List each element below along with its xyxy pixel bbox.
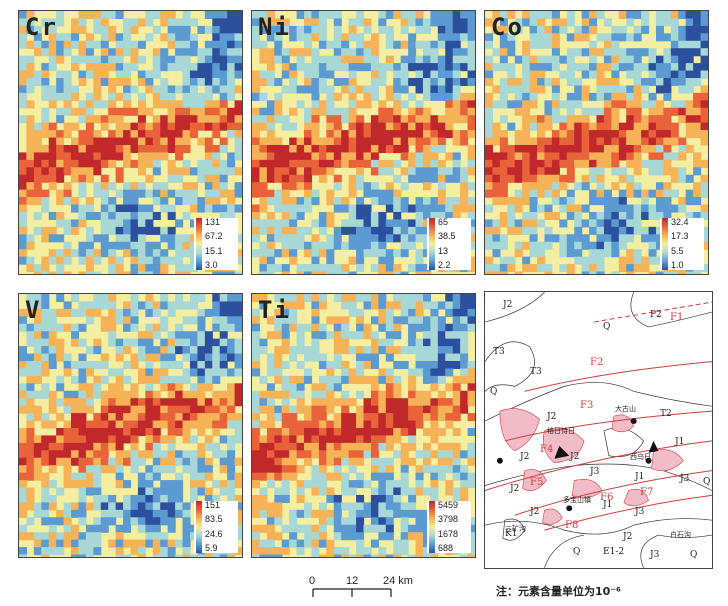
unit-label: J2 — [530, 507, 540, 517]
legend-value: 17.3 — [671, 231, 689, 241]
unit-label: J3 — [635, 507, 645, 517]
place-label: 大古山 — [615, 405, 636, 413]
geological-map: J2 Q P2 T3 T3 Q J2 T2 J1 J2 J2 J3 J1 J2 … — [484, 291, 713, 569]
color-legend: 65 38.5 13 2.2 — [427, 218, 471, 270]
place-label: 格日侍日 — [547, 427, 575, 435]
map-panel-ni: Ni 65 38.5 13 2.2 — [251, 10, 476, 275]
unit-label: J1 — [603, 500, 613, 510]
unit-label: J2 — [547, 412, 557, 422]
element-label: Ni — [258, 13, 291, 41]
place-label: 西乌日 — [630, 453, 651, 461]
unit-label: P2 — [650, 310, 662, 320]
unit-label: J1 — [675, 437, 685, 447]
legend-color-bar — [662, 218, 668, 270]
unit-label: J2 — [510, 484, 520, 494]
map-panel-v: V 151 83.5 24.6 5.9 — [18, 293, 243, 558]
unit-label: T3 — [493, 347, 505, 357]
fault-label: F3 — [580, 400, 594, 411]
unit-label: J1 — [635, 472, 645, 482]
legend-value: 688 — [438, 543, 454, 553]
unit-label: J3 — [590, 467, 600, 477]
unit-label: Q — [690, 550, 698, 560]
map-panel-ti: Ti 5459 3798 1678 688 — [251, 293, 476, 558]
fault-label: F1 — [670, 312, 684, 323]
color-legend: 32.4 17.3 5.5 1.0 — [660, 218, 704, 270]
unit-label: Q — [573, 547, 581, 557]
legend-color-bar — [429, 218, 435, 270]
color-legend: 5459 3798 1678 688 — [427, 501, 471, 553]
legend-value: 13 — [438, 246, 449, 256]
map-panel-cr: Cr 131 67.2 15.1 3.0 — [18, 10, 243, 275]
unit-label: K1 — [505, 529, 518, 539]
legend-color-bar — [196, 501, 202, 553]
place-label: 白石沟 — [670, 531, 691, 539]
ni-anomaly-map — [252, 11, 475, 274]
fault-label: F5 — [530, 477, 544, 488]
fault-label: F8 — [565, 520, 579, 531]
element-label: Ti — [258, 296, 291, 324]
scale-bar-graphic — [312, 588, 392, 597]
fault-label: F4 — [540, 444, 554, 455]
place-label: 多宝山镇 — [563, 496, 591, 504]
scale-tick-label: 24 km — [383, 575, 413, 587]
unit-label: T2 — [660, 409, 672, 419]
legend-value: 38.5 — [438, 231, 456, 241]
legend-value: 24.6 — [205, 529, 223, 539]
unit-label: Q — [490, 387, 498, 397]
unit-label: J2 — [520, 452, 530, 462]
element-label: Co — [491, 13, 524, 41]
v-anomaly-map — [19, 294, 242, 557]
legend-value: 131 — [205, 217, 221, 227]
map-panel-co: Co 32.4 17.3 5.5 1.0 — [484, 10, 709, 275]
unit-label: J2 — [503, 300, 513, 310]
unit-note: 注：元素含量单位为10⁻⁶ — [496, 585, 621, 598]
legend-value: 65 — [438, 217, 449, 227]
color-legend: 151 83.5 24.6 5.9 — [194, 501, 238, 553]
legend-value: 1.0 — [671, 260, 684, 270]
legend-color-bar — [429, 501, 435, 553]
unit-label: J3 — [680, 474, 690, 484]
scale-tick-label: 0 — [309, 575, 316, 587]
legend-value: 5459 — [438, 500, 459, 510]
unit-label: T3 — [530, 367, 542, 377]
fault-label: F2 — [590, 357, 604, 368]
legend-value: 151 — [205, 500, 221, 510]
fault-label: F7 — [640, 487, 654, 498]
unit-label: J3 — [650, 550, 660, 560]
unit-label: Q — [703, 477, 711, 487]
unit-label: E1-2 — [603, 547, 625, 557]
legend-color-bar — [196, 218, 202, 270]
element-label: V — [25, 296, 42, 324]
unit-label: Q — [603, 322, 611, 332]
legend-value: 5.5 — [671, 246, 684, 256]
legend-value: 5.9 — [205, 543, 218, 553]
legend-value: 83.5 — [205, 514, 223, 524]
legend-value: 2.2 — [438, 260, 451, 270]
legend-value: 67.2 — [205, 231, 223, 241]
geology-linework — [485, 292, 712, 568]
fault-label: F6 — [600, 492, 614, 503]
scale-tick-label: 12 — [346, 575, 359, 587]
legend-value: 3.0 — [205, 260, 218, 270]
place-label: 三矿沟 — [505, 525, 526, 533]
unit-label: J2 — [570, 452, 580, 462]
legend-value: 15.1 — [205, 246, 223, 256]
unit-label: J2 — [623, 532, 633, 542]
scale-bar: 0 12 24 km — [305, 575, 435, 605]
legend-value: 32.4 — [671, 217, 689, 227]
legend-value: 1678 — [438, 529, 459, 539]
legend-value: 3798 — [438, 514, 459, 524]
element-label: Cr — [25, 13, 58, 41]
color-legend: 131 67.2 15.1 3.0 — [194, 218, 238, 270]
